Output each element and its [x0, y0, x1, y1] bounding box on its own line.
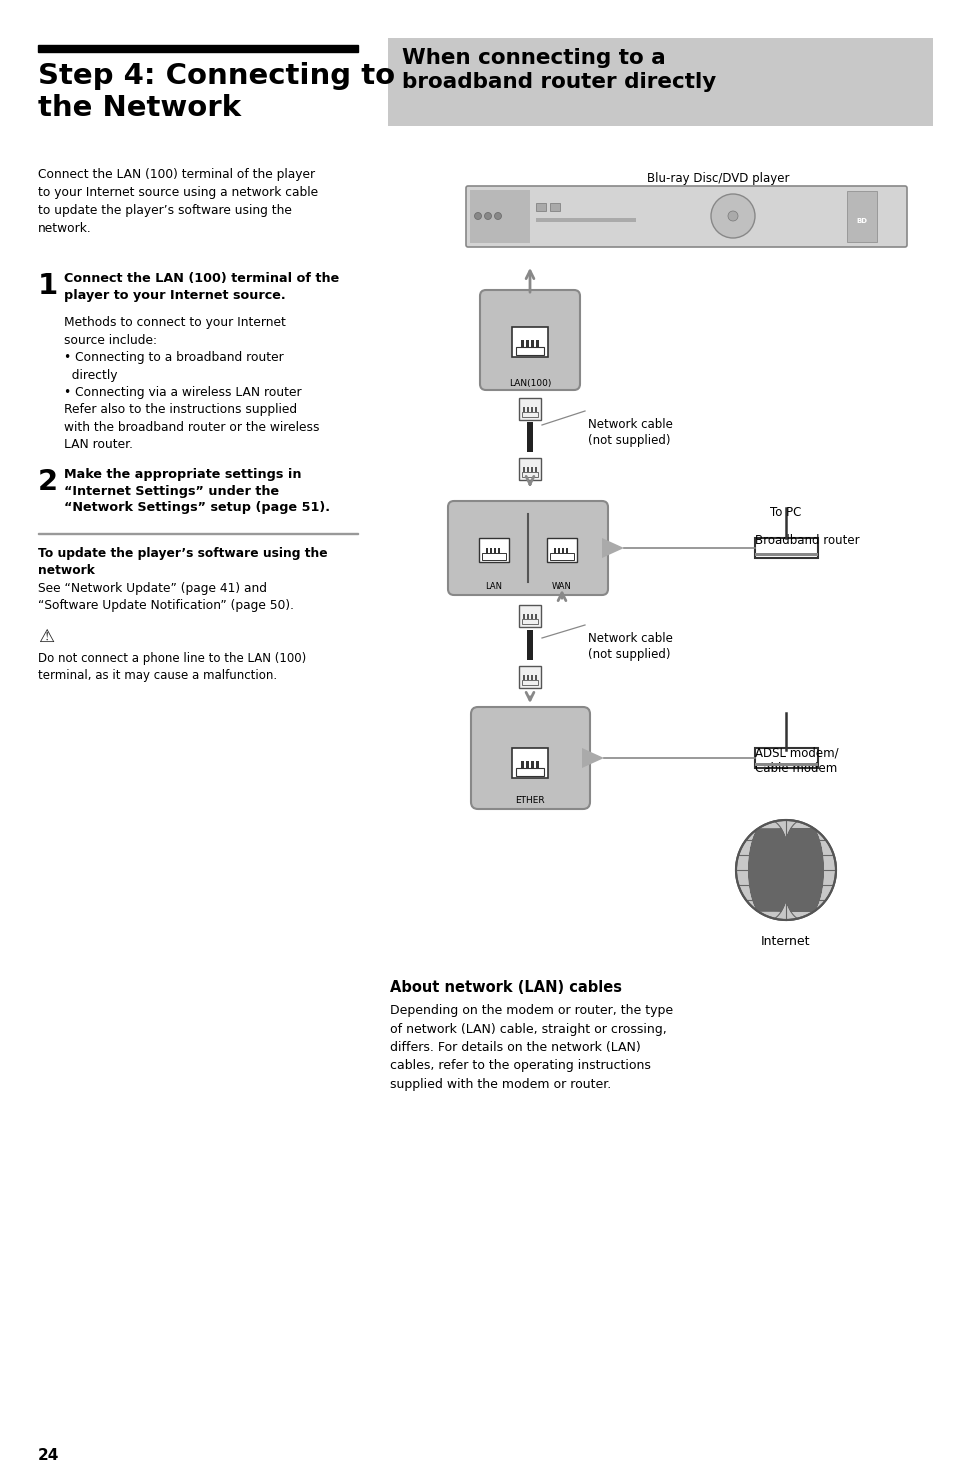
Bar: [518, 458, 540, 480]
FancyBboxPatch shape: [479, 291, 579, 390]
Bar: [522, 406, 524, 412]
Bar: [481, 553, 505, 561]
Circle shape: [484, 212, 491, 219]
Bar: [558, 549, 560, 555]
Text: Make the appropriate settings in
“Internet Settings” under the
“Network Settings: Make the appropriate settings in “Intern…: [64, 469, 330, 515]
Text: See “Network Update” (page 41) and
“Software Update Notification” (page 50).: See “Network Update” (page 41) and “Soft…: [38, 581, 294, 612]
Bar: [535, 614, 537, 618]
Text: WAN: WAN: [552, 581, 572, 592]
Bar: [526, 467, 529, 472]
Bar: [490, 549, 492, 555]
Polygon shape: [581, 747, 603, 768]
Bar: [565, 549, 568, 555]
Text: Connect the LAN (100) terminal of the
player to your Internet source.: Connect the LAN (100) terminal of the pl…: [64, 271, 339, 301]
Text: Connect the LAN (100) terminal of the player
to your Internet source using a net: Connect the LAN (100) terminal of the pl…: [38, 168, 317, 234]
FancyBboxPatch shape: [465, 185, 906, 248]
Bar: [535, 467, 537, 472]
Bar: [526, 614, 529, 618]
Bar: [478, 538, 509, 562]
Bar: [531, 761, 534, 770]
Text: BD: BD: [856, 218, 866, 224]
Text: Network cable
(not supplied): Network cable (not supplied): [587, 632, 672, 661]
Text: Internet: Internet: [760, 934, 810, 948]
Text: Broadband router: Broadband router: [754, 534, 859, 547]
Text: 24: 24: [38, 1447, 59, 1464]
Bar: [521, 681, 537, 685]
FancyBboxPatch shape: [448, 501, 607, 595]
Text: Methods to connect to your Internet
source include:
• Connecting to a broadband : Methods to connect to your Internet sour…: [64, 316, 319, 451]
Bar: [561, 549, 564, 555]
Bar: [38, 44, 357, 52]
Text: ⚠: ⚠: [38, 627, 54, 647]
Bar: [518, 666, 540, 688]
Polygon shape: [601, 538, 623, 558]
Bar: [388, 39, 932, 126]
Text: When connecting to a
broadband router directly: When connecting to a broadband router di…: [401, 47, 716, 92]
Circle shape: [727, 211, 738, 221]
Bar: [521, 618, 537, 624]
Text: Depending on the modem or router, the type
of network (LAN) cable, straight or c: Depending on the modem or router, the ty…: [390, 1004, 673, 1091]
Bar: [494, 549, 496, 555]
Bar: [518, 605, 540, 627]
Bar: [522, 467, 524, 472]
Bar: [516, 768, 543, 776]
Bar: [526, 630, 533, 660]
Bar: [522, 675, 524, 681]
Text: About network (LAN) cables: About network (LAN) cables: [390, 980, 621, 995]
Text: LAN(100): LAN(100): [508, 380, 551, 389]
Bar: [536, 340, 538, 349]
Bar: [536, 761, 538, 770]
Bar: [520, 761, 523, 770]
Bar: [531, 614, 533, 618]
Bar: [512, 747, 547, 779]
Bar: [754, 747, 817, 768]
Bar: [516, 347, 543, 354]
Bar: [550, 553, 574, 561]
Text: Do not connect a phone line to the LAN (100)
terminal, as it may cause a malfunc: Do not connect a phone line to the LAN (…: [38, 653, 306, 682]
Circle shape: [474, 212, 481, 219]
Bar: [520, 340, 523, 349]
FancyBboxPatch shape: [471, 707, 589, 810]
Text: 2: 2: [38, 469, 58, 495]
Bar: [522, 614, 524, 618]
Text: Blu-ray Disc/DVD player: Blu-ray Disc/DVD player: [646, 172, 788, 185]
Circle shape: [735, 820, 835, 919]
Bar: [531, 340, 534, 349]
Bar: [521, 412, 537, 417]
Text: Network cable
(not supplied): Network cable (not supplied): [587, 418, 672, 446]
Bar: [518, 397, 540, 420]
Bar: [536, 203, 545, 211]
Bar: [754, 553, 817, 556]
Text: 1: 1: [38, 271, 58, 300]
Text: To update the player’s software using the
network: To update the player’s software using th…: [38, 547, 327, 577]
Bar: [535, 675, 537, 681]
Bar: [531, 406, 533, 412]
Bar: [521, 472, 537, 478]
Bar: [526, 406, 529, 412]
Bar: [754, 538, 817, 558]
Bar: [525, 340, 529, 349]
Bar: [546, 538, 577, 562]
Bar: [531, 675, 533, 681]
Bar: [754, 762, 817, 767]
Text: Step 4: Connecting to
the Network: Step 4: Connecting to the Network: [38, 62, 395, 123]
Bar: [526, 675, 529, 681]
Circle shape: [710, 194, 754, 237]
Text: ADSL modem/
Cable modem: ADSL modem/ Cable modem: [754, 746, 838, 776]
Bar: [531, 467, 533, 472]
Bar: [846, 191, 876, 242]
Bar: [470, 190, 530, 243]
Bar: [536, 218, 636, 222]
Bar: [554, 549, 556, 555]
Bar: [526, 423, 533, 452]
Text: ETHER: ETHER: [515, 796, 544, 805]
Bar: [550, 203, 559, 211]
Bar: [512, 326, 547, 357]
Text: LAN: LAN: [485, 581, 502, 592]
Text: To PC: To PC: [769, 506, 801, 519]
Bar: [497, 549, 500, 555]
Bar: [485, 549, 488, 555]
Circle shape: [494, 212, 501, 219]
Bar: [535, 406, 537, 412]
Bar: [525, 761, 529, 770]
